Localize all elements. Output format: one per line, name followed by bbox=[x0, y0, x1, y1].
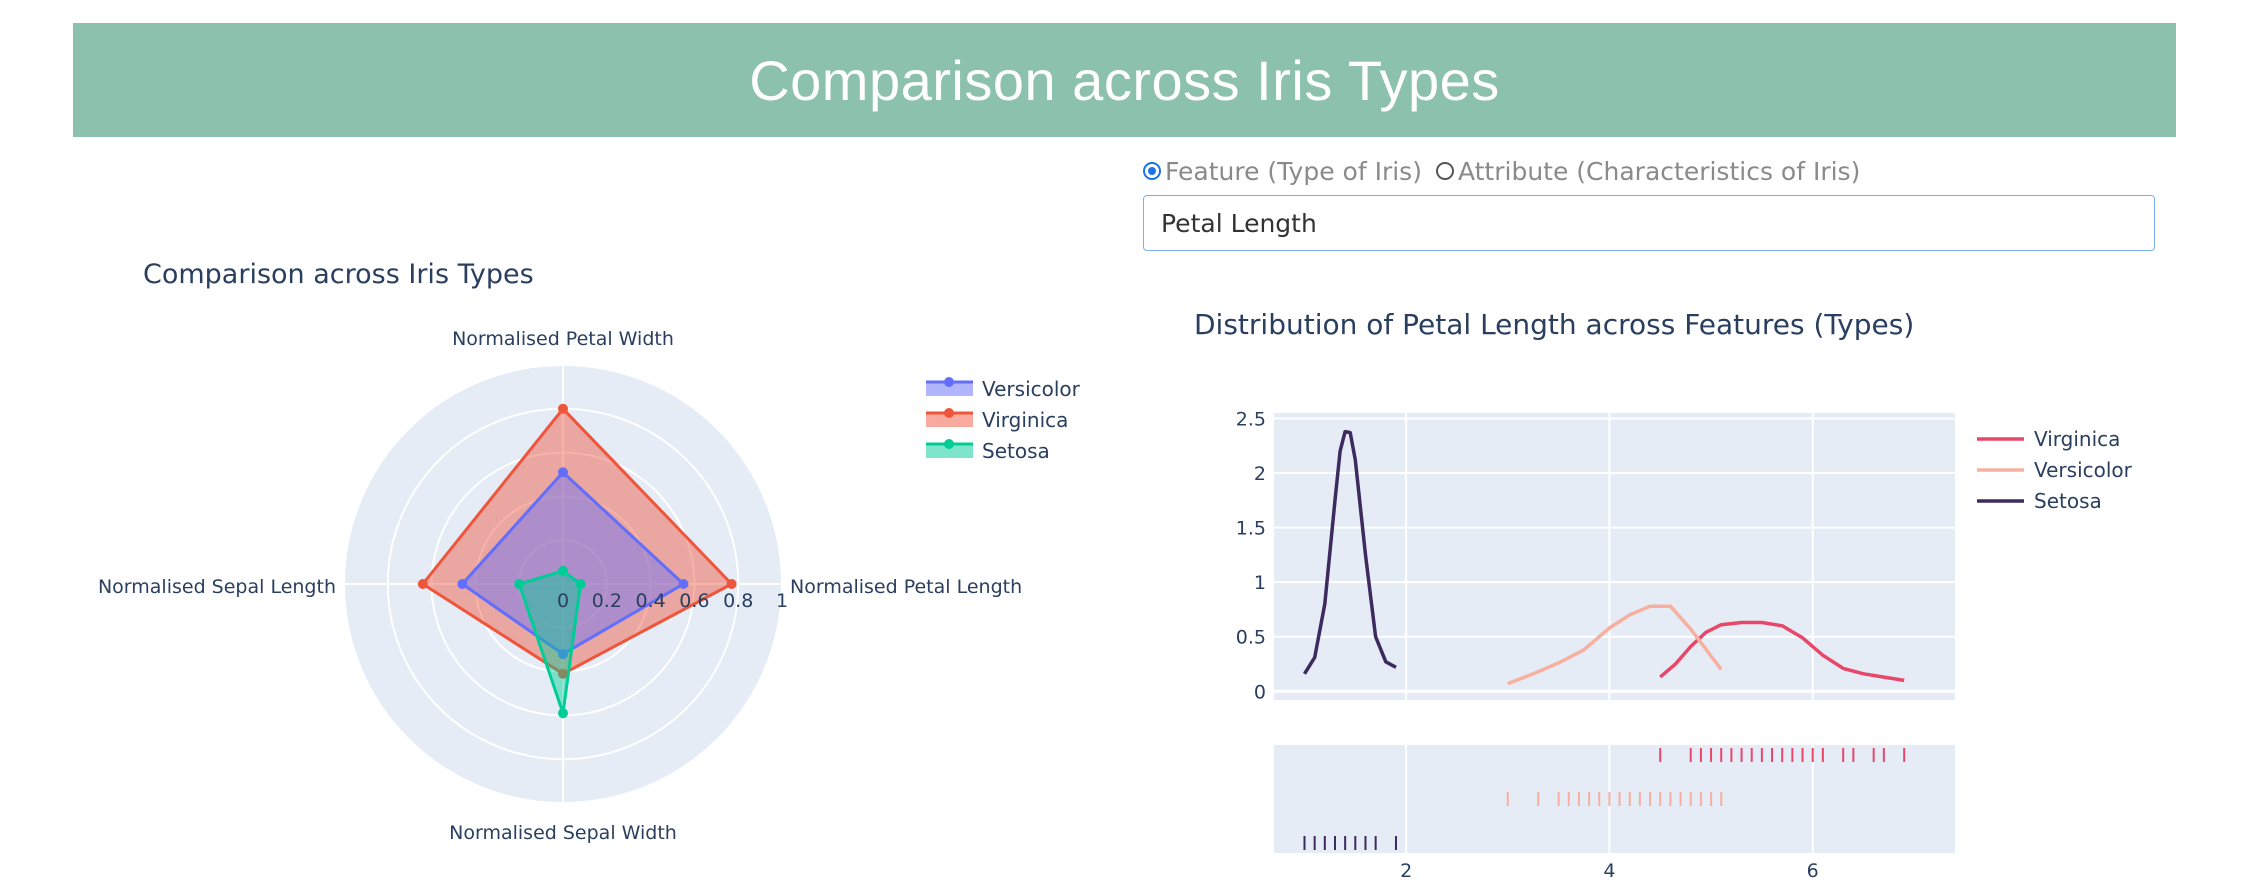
dist-x-tick-label-1: 4 bbox=[1603, 860, 1615, 882]
dist-y-tick-label-0: 0 bbox=[1254, 681, 1266, 703]
radar-legend-swatch-virginica bbox=[926, 413, 973, 427]
radar-point-setosa-0 bbox=[575, 579, 586, 589]
dist-y-tick-label-2: 1 bbox=[1254, 572, 1266, 594]
dist-y-tick-label-1: 0.5 bbox=[1236, 627, 1266, 649]
attribute-dropdown[interactable]: Petal Length bbox=[1143, 195, 2155, 251]
radar-point-virginica-3 bbox=[558, 668, 568, 679]
radar-point-setosa-1 bbox=[558, 565, 568, 576]
dist-curve-versicolor bbox=[1507, 604, 1723, 686]
radio-attribute-indicator[interactable] bbox=[1435, 162, 1454, 180]
radar-title: Comparison across Iris Types bbox=[143, 259, 534, 290]
dist-legend-label-setosa: Setosa bbox=[2034, 489, 2102, 513]
radar-point-virginica-1 bbox=[558, 403, 568, 414]
radar-tick-label-2: 0.4 bbox=[635, 590, 665, 612]
attribute-dropdown-value: Petal Length bbox=[1161, 208, 1317, 238]
radar-point-setosa-3 bbox=[558, 708, 568, 719]
rug-plot-background bbox=[1274, 745, 1955, 853]
radar-legend-label-setosa: Setosa bbox=[982, 439, 1050, 463]
radar-axis-label-3: Normalised Sepal Width bbox=[449, 822, 677, 844]
dist-curve-setosa bbox=[1303, 429, 1397, 675]
radar-point-versicolor-2 bbox=[457, 579, 468, 589]
dist-legend-label-virginica: Virginica bbox=[2034, 427, 2120, 451]
radar-point-versicolor-0 bbox=[678, 579, 689, 589]
radar-tick-label-0: 0 bbox=[557, 590, 569, 612]
radio-feature-label: Feature (Type of Iris) bbox=[1165, 156, 1422, 186]
radar-axis-label-0: Normalised Petal Length bbox=[790, 576, 1022, 598]
page-title: Comparison across Iris Types bbox=[749, 48, 1500, 112]
radio-attribute-label: Attribute (Characteristics of Iris) bbox=[1457, 156, 1861, 186]
radar-point-setosa-2 bbox=[514, 579, 525, 589]
radar-legend-label-versicolor: Versicolor bbox=[982, 377, 1081, 401]
radio-feature-indicator[interactable] bbox=[1143, 162, 1161, 180]
radar-tick-label-4: 0.8 bbox=[723, 590, 753, 612]
radar-axis-label-1: Normalised Petal Width bbox=[452, 328, 674, 350]
dist-y-tick-label-3: 1.5 bbox=[1236, 518, 1266, 540]
radar-legend-swatch-setosa bbox=[926, 444, 973, 458]
dist-legend-label-versicolor: Versicolor bbox=[2034, 458, 2133, 482]
radar-point-versicolor-3 bbox=[558, 649, 568, 660]
radio-feature[interactable]: Feature (Type of Iris) bbox=[1143, 157, 1422, 186]
dist-curve-virginica bbox=[1659, 620, 1905, 683]
radar-point-virginica-2 bbox=[417, 579, 428, 589]
radar-legend-label-virginica: Virginica bbox=[982, 408, 1068, 432]
radio-attribute[interactable]: Attribute (Characteristics of Iris) bbox=[1435, 156, 1861, 186]
radar-point-virginica-0 bbox=[726, 579, 737, 589]
radar-point-versicolor-1 bbox=[558, 467, 568, 478]
dist-y-tick-label-5: 2.5 bbox=[1236, 408, 1266, 430]
radar-legend-swatch-versicolor bbox=[926, 382, 973, 396]
radar-tick-label-3: 0.6 bbox=[679, 590, 709, 612]
radar-tick-label-1: 0.2 bbox=[592, 590, 622, 612]
dist-title: Distribution of Petal Length across Feat… bbox=[1194, 308, 1914, 341]
view-mode-radio-group: Feature (Type of Iris) Attribute (Charac… bbox=[1143, 154, 1874, 188]
dist-x-tick-label-0: 2 bbox=[1400, 860, 1412, 882]
radar-legend-marker-setosa bbox=[944, 439, 954, 449]
radar-tick-label-5: 1 bbox=[776, 590, 788, 612]
dist-y-tick-label-4: 2 bbox=[1254, 463, 1266, 485]
radar-legend-marker-versicolor bbox=[944, 377, 954, 387]
dist-x-tick-label-2: 6 bbox=[1807, 860, 1819, 882]
radar-axis-label-2: Normalised Sepal Length bbox=[98, 576, 336, 598]
dist-plot-background bbox=[1274, 413, 1955, 700]
page-header: Comparison across Iris Types bbox=[73, 23, 2176, 137]
radar-chart: Comparison across Iris Types Normalised P… bbox=[98, 259, 1081, 844]
radar-legend-marker-virginica bbox=[944, 408, 954, 418]
